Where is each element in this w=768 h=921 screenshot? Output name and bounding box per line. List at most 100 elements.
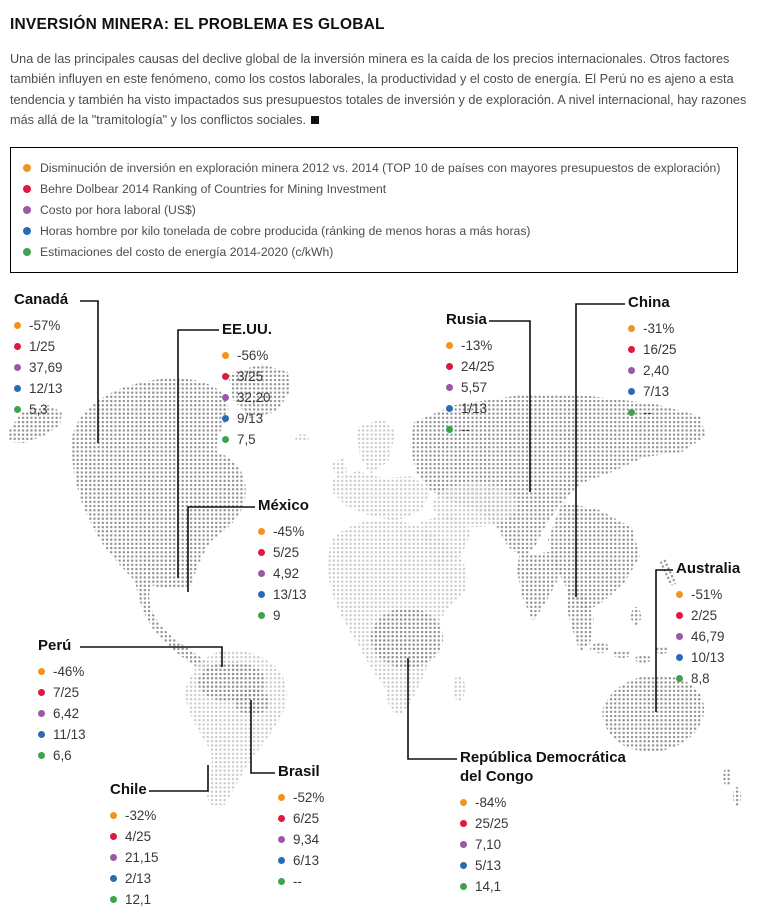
map-indonesia-3 — [635, 655, 651, 663]
legend-item-energy-cost: Estimaciones del costo de energía 2014-2… — [23, 241, 725, 262]
map-greenland — [228, 364, 290, 418]
mining-ranking-dot-icon — [278, 815, 285, 822]
country-name: China — [628, 294, 670, 311]
map-india — [517, 551, 562, 622]
labor-cost-dot-icon — [222, 394, 229, 401]
metric-row: 5,3 — [14, 399, 68, 420]
labor-cost-dot-icon — [676, 633, 683, 640]
metric-row: 5,57 — [446, 377, 495, 398]
energy-cost-dot-icon — [110, 896, 117, 903]
labor-cost-dot-icon — [460, 841, 467, 848]
energy-cost-dot-icon — [628, 409, 635, 416]
labor-cost-dot-icon — [446, 384, 453, 391]
metric-value: 7,5 — [237, 432, 256, 447]
green-legend-dot-icon — [23, 247, 31, 256]
mining-ranking-dot-icon — [460, 820, 467, 827]
metric-row: 9/13 — [222, 408, 272, 429]
metric-row: 13/13 — [258, 584, 309, 605]
connector-brasil — [250, 700, 275, 774]
map-europe — [333, 471, 431, 521]
labor-cost-dot-icon — [38, 710, 45, 717]
connector-canada — [80, 300, 99, 443]
metric-row: -57% — [14, 315, 68, 336]
metric-value: -51% — [691, 587, 723, 602]
exploration-decline-dot-icon — [222, 352, 229, 359]
metric-row: 3/25 — [222, 366, 272, 387]
man-hours-dot-icon — [258, 591, 265, 598]
metric-value: 24/25 — [461, 359, 495, 374]
connector-peru — [80, 646, 223, 667]
metric-value: 21,15 — [125, 850, 159, 865]
exploration-decline-dot-icon — [258, 528, 265, 535]
mining-ranking-dot-icon — [110, 833, 117, 840]
metric-value: -46% — [53, 664, 85, 679]
metric-row: -84% — [460, 792, 648, 813]
metric-row: -- — [278, 871, 324, 892]
metric-value: -32% — [125, 808, 157, 823]
connector-china — [575, 303, 625, 597]
legend-item-mining-ranking: Behre Dolbear 2014 Ranking of Countries … — [23, 178, 725, 199]
metric-value: 7/13 — [643, 384, 670, 399]
man-hours-dot-icon — [446, 405, 453, 412]
metric-row: 4,92 — [258, 563, 309, 584]
metric-value: 8,8 — [691, 671, 710, 686]
man-hours-dot-icon — [14, 385, 21, 392]
metric-value: 5/13 — [475, 858, 502, 873]
connector-rusia — [489, 320, 531, 492]
metric-value: 5/25 — [273, 545, 300, 560]
man-hours-dot-icon — [222, 415, 229, 422]
metric-row: 46,79 — [676, 626, 740, 647]
metric-value: 6/25 — [293, 811, 320, 826]
connector-eeuu — [177, 329, 219, 578]
map-japan — [660, 558, 676, 586]
legend-item-man-hours: Horas hombre por kilo tonelada de cobre … — [23, 220, 725, 241]
metric-row: -13% — [446, 335, 495, 356]
metric-row: 6/25 — [278, 808, 324, 829]
metric-row: -46% — [38, 661, 86, 682]
end-square-marker — [311, 116, 320, 125]
red-legend-dot-icon — [23, 184, 31, 193]
exploration-decline-dot-icon — [38, 668, 45, 675]
country-callout-peru: Perú -46% 7/25 6,42 11/13 6,6 — [38, 636, 86, 766]
exploration-decline-dot-icon — [14, 322, 21, 329]
mining-ranking-dot-icon — [258, 549, 265, 556]
intro-paragraph: Una de las principales causas del decliv… — [10, 49, 758, 131]
map-indonesia-4 — [656, 646, 668, 654]
metric-value: 10/13 — [691, 650, 725, 665]
metric-value: -52% — [293, 790, 325, 805]
metric-row: 7/25 — [38, 682, 86, 703]
energy-cost-dot-icon — [446, 426, 453, 433]
exploration-decline-dot-icon — [676, 591, 683, 598]
metric-value: -- — [293, 874, 302, 889]
energy-cost-dot-icon — [38, 752, 45, 759]
metric-value: 4/25 — [125, 829, 152, 844]
metric-row: 9 — [258, 605, 309, 626]
legend-label: Estimaciones del costo de energía 2014-2… — [40, 244, 334, 259]
metric-row: -56% — [222, 345, 272, 366]
metric-row: 7,5 — [222, 429, 272, 450]
country-name: Australia — [676, 560, 741, 577]
map-alaska — [8, 405, 62, 443]
map-indonesia-2 — [613, 650, 631, 658]
metric-value: 11/13 — [53, 727, 86, 742]
metric-value: 12/13 — [29, 381, 63, 396]
metric-value: 16/25 — [643, 342, 677, 357]
metric-value: -- — [461, 422, 470, 437]
map-uk — [331, 458, 347, 479]
metric-row: 2/25 — [676, 605, 740, 626]
country-name: EE.UU. — [222, 321, 273, 338]
exploration-decline-dot-icon — [278, 794, 285, 801]
labor-cost-dot-icon — [110, 854, 117, 861]
map-scandinavia — [356, 419, 396, 474]
energy-cost-dot-icon — [14, 406, 21, 413]
exploration-decline-dot-icon — [628, 325, 635, 332]
metric-row: 6,6 — [38, 745, 86, 766]
connector-chile — [149, 765, 209, 792]
legend-box: Disminución de inversión en exploración … — [10, 147, 738, 273]
blue-legend-dot-icon — [23, 226, 31, 235]
metric-row: 7/13 — [628, 381, 677, 402]
map-russia-asia — [410, 395, 706, 558]
country-callout-canada: Canadá -57% 1/25 37,69 12/13 5,3 — [14, 290, 68, 420]
metric-row: 2/13 — [110, 868, 159, 889]
map-china — [548, 502, 640, 612]
